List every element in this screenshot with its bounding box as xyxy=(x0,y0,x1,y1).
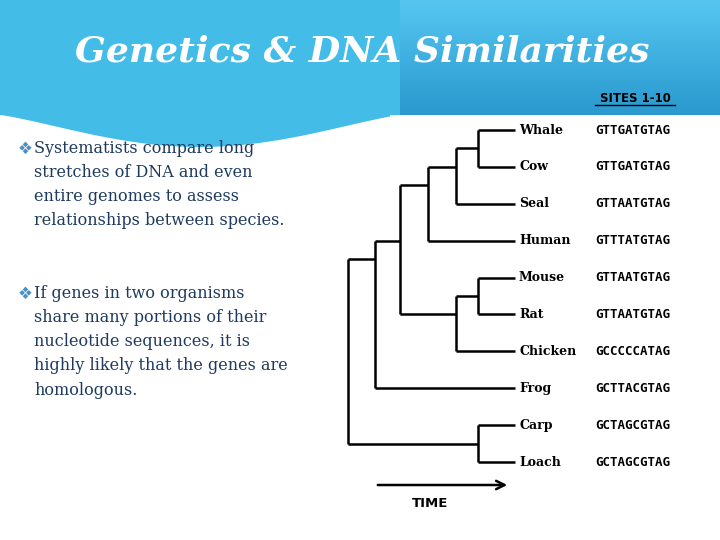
Bar xyxy=(0,38,720,40)
Bar xyxy=(0,17,720,19)
Bar xyxy=(0,109,720,111)
Bar xyxy=(0,42,720,44)
Text: Genetics & DNA Similarities: Genetics & DNA Similarities xyxy=(75,35,649,69)
Text: ❖: ❖ xyxy=(18,285,33,303)
Bar xyxy=(0,10,720,11)
Bar xyxy=(0,50,720,52)
Bar xyxy=(390,115,720,125)
Bar xyxy=(0,11,720,14)
Bar xyxy=(0,65,720,67)
Text: Frog: Frog xyxy=(519,382,552,395)
Bar xyxy=(0,29,720,31)
Text: GCTTACGTAG: GCTTACGTAG xyxy=(595,382,670,395)
Bar xyxy=(0,48,720,50)
Bar xyxy=(0,69,720,71)
Bar xyxy=(0,75,720,77)
Bar xyxy=(0,53,720,56)
Text: Carp: Carp xyxy=(519,418,552,431)
Bar xyxy=(0,102,720,104)
Text: If genes in two organisms
share many portions of their
nucleotide sequences, it : If genes in two organisms share many por… xyxy=(34,285,288,399)
Bar xyxy=(0,36,720,38)
Bar xyxy=(0,0,720,2)
Bar xyxy=(0,111,720,113)
Text: Mouse: Mouse xyxy=(519,271,565,284)
Polygon shape xyxy=(0,0,400,147)
Bar xyxy=(0,25,720,27)
Bar xyxy=(0,27,720,29)
Bar xyxy=(0,67,720,69)
Bar xyxy=(0,31,720,32)
Text: GCCCCCATAG: GCCCCCATAG xyxy=(595,345,670,358)
Bar xyxy=(0,63,720,65)
Text: Systematists compare long
stretches of DNA and even
entire genomes to assess
rel: Systematists compare long stretches of D… xyxy=(34,140,284,230)
Bar xyxy=(0,19,720,21)
Bar xyxy=(0,23,720,25)
Bar xyxy=(0,100,720,102)
Text: GTTTATGTAG: GTTTATGTAG xyxy=(595,234,670,247)
Bar xyxy=(0,14,720,15)
Text: Chicken: Chicken xyxy=(519,345,576,358)
Bar xyxy=(0,57,720,59)
Text: GTTAATGTAG: GTTAATGTAG xyxy=(595,308,670,321)
Text: GTTGATGTAG: GTTGATGTAG xyxy=(595,160,670,173)
Text: GTTAATGTAG: GTTAATGTAG xyxy=(595,271,670,284)
Text: Rat: Rat xyxy=(519,308,544,321)
Text: Loach: Loach xyxy=(519,456,561,469)
Bar xyxy=(0,52,720,53)
Text: GCTAGCGTAG: GCTAGCGTAG xyxy=(595,418,670,431)
Bar xyxy=(0,115,720,540)
Bar xyxy=(0,62,720,63)
Bar xyxy=(0,98,720,100)
Bar xyxy=(0,80,720,83)
Bar xyxy=(0,94,720,96)
Text: GTTGATGTAG: GTTGATGTAG xyxy=(595,124,670,137)
Bar xyxy=(0,96,720,98)
Text: Seal: Seal xyxy=(519,197,549,210)
Text: GTTAATGTAG: GTTAATGTAG xyxy=(595,197,670,210)
Bar xyxy=(0,113,720,115)
Text: ❖: ❖ xyxy=(18,140,33,158)
Bar xyxy=(0,107,720,109)
Bar xyxy=(0,35,720,36)
Bar xyxy=(0,40,720,42)
Bar xyxy=(0,104,720,105)
Bar xyxy=(0,21,720,23)
Bar xyxy=(0,2,720,4)
Bar xyxy=(0,32,720,35)
Text: SITES 1-10: SITES 1-10 xyxy=(600,92,670,105)
Bar xyxy=(0,56,720,57)
Bar xyxy=(0,86,720,88)
Bar xyxy=(0,46,720,48)
Bar xyxy=(0,90,720,92)
Text: GCTAGCGTAG: GCTAGCGTAG xyxy=(595,456,670,469)
Bar xyxy=(0,8,720,10)
Bar xyxy=(0,6,720,8)
Bar xyxy=(0,83,720,84)
Bar xyxy=(0,4,720,6)
Text: Whale: Whale xyxy=(519,124,563,137)
Bar xyxy=(0,73,720,75)
Bar xyxy=(0,77,720,79)
Text: Cow: Cow xyxy=(519,160,548,173)
Bar xyxy=(0,15,720,17)
Bar xyxy=(0,59,720,62)
Bar xyxy=(0,71,720,73)
Text: Human: Human xyxy=(519,234,570,247)
Bar xyxy=(0,88,720,90)
Bar xyxy=(0,44,720,46)
Bar xyxy=(0,84,720,86)
Text: TIME: TIME xyxy=(412,497,448,510)
Bar xyxy=(0,92,720,94)
Bar xyxy=(0,79,720,80)
Bar xyxy=(0,105,720,107)
